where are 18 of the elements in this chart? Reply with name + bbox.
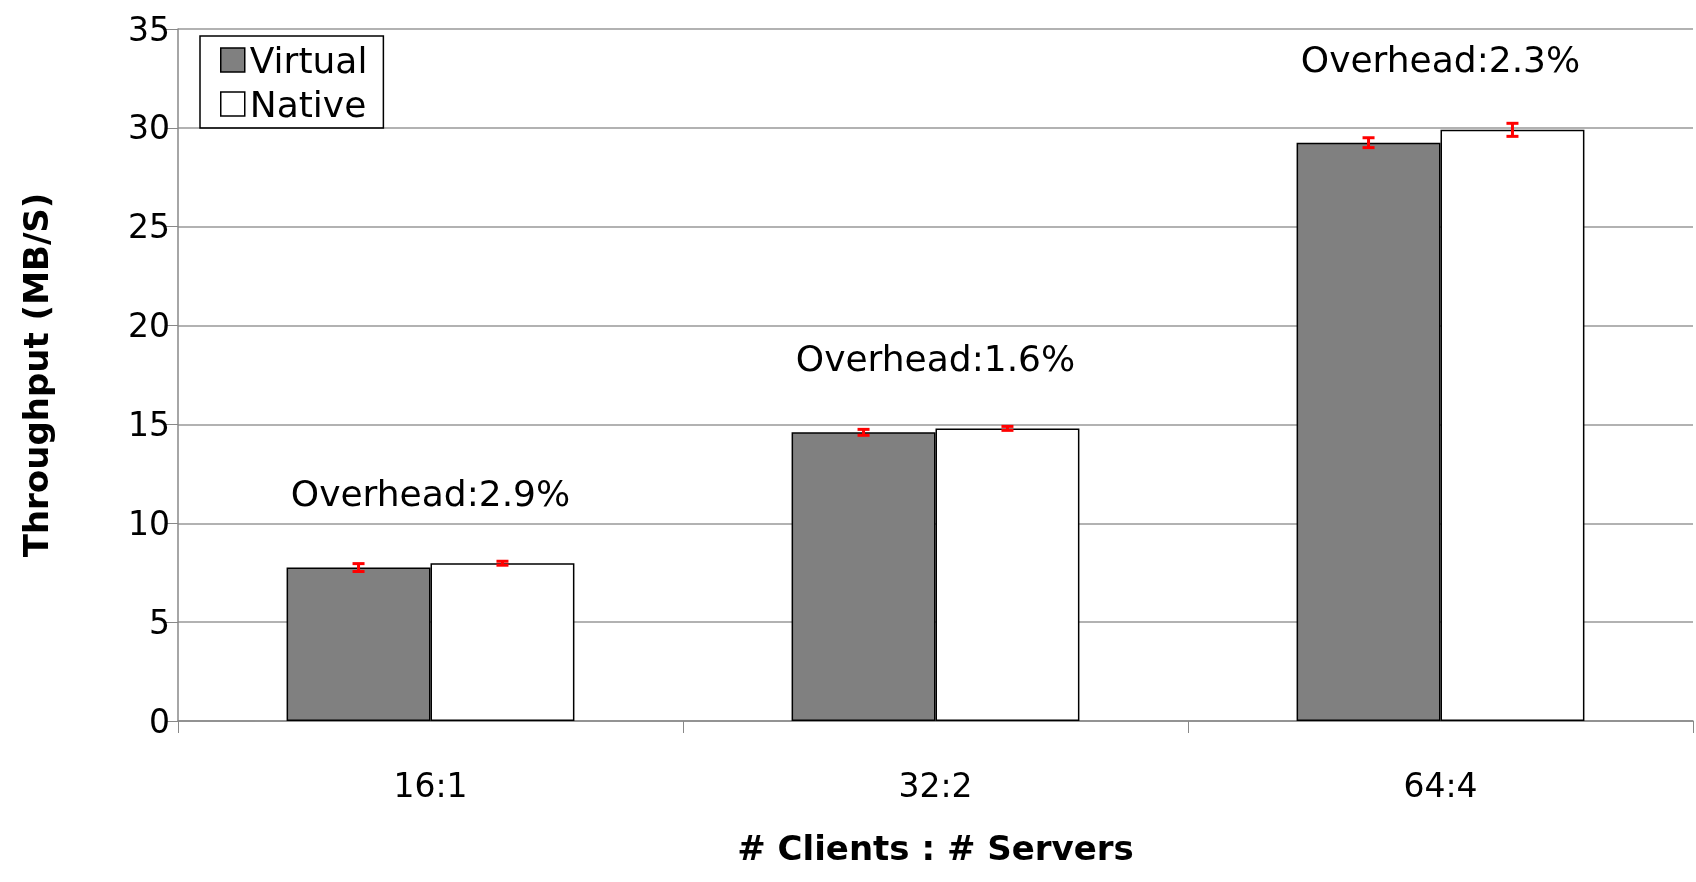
annotation: Overhead:2.9% xyxy=(290,472,571,514)
y-tick-label: 25 xyxy=(128,207,170,247)
y-tick-label: 20 xyxy=(128,306,170,346)
annotation: Overhead:2.3% xyxy=(1300,39,1581,81)
legend-label: Virtual xyxy=(249,39,368,81)
x-tick-label: 64:4 xyxy=(1403,766,1478,805)
y-tick-label: 10 xyxy=(128,503,170,543)
x-tick-label: 32:2 xyxy=(898,766,973,805)
x-axis-title: # Clients : # Servers xyxy=(737,828,1134,868)
y-axis-title: Throughput (MB/S) xyxy=(16,192,56,558)
y-tick-label: 30 xyxy=(128,108,170,148)
y-tick-label: 15 xyxy=(128,404,170,444)
y-tick-label: 35 xyxy=(128,9,170,49)
y-tick-label: 5 xyxy=(149,602,170,642)
x-tick-label: 16:1 xyxy=(393,766,468,805)
legend-label: Native xyxy=(249,83,367,125)
y-tick-label: 0 xyxy=(149,701,170,741)
annotation: Overhead:1.6% xyxy=(795,337,1076,379)
